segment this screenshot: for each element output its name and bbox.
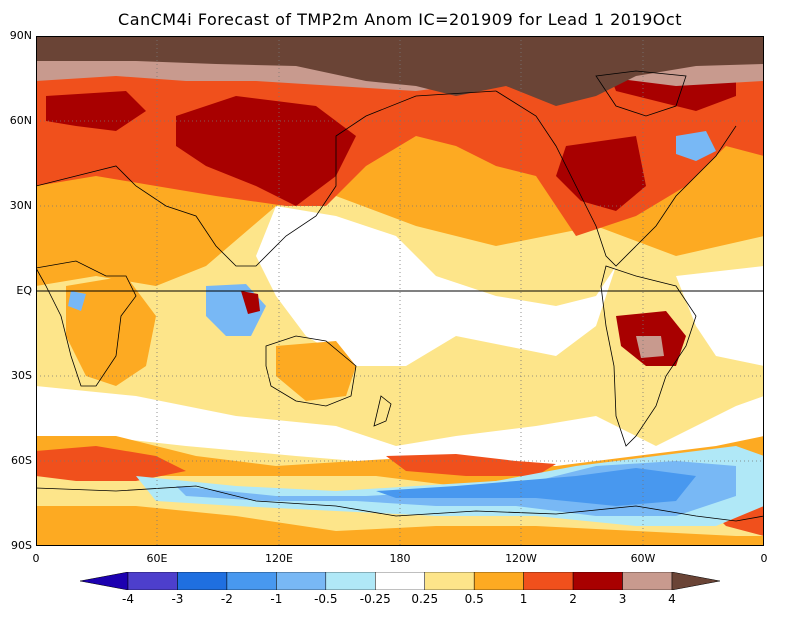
colorbar-label: -4 bbox=[122, 592, 134, 606]
arctic-brown bbox=[36, 36, 764, 106]
antarctic-deep-blue bbox=[376, 468, 696, 506]
colorbar-high-arrow bbox=[671, 572, 720, 590]
colorbar-label: -1 bbox=[270, 592, 283, 606]
colorbar-label: 0.25 bbox=[411, 592, 439, 606]
lat-label-60n: 60N bbox=[9, 114, 32, 127]
colorbar-label: 3 bbox=[618, 592, 627, 606]
south-pole-white bbox=[36, 506, 764, 546]
colorbar-low-arrow bbox=[80, 572, 129, 590]
lon-label-0-right: 0 bbox=[760, 552, 768, 565]
africa-coast bbox=[36, 260, 137, 387]
lat-label-90n: 90N bbox=[9, 29, 32, 42]
sumatra-red bbox=[241, 291, 260, 314]
lon-label-180: 180 bbox=[389, 552, 411, 565]
anomaly-map bbox=[36, 36, 764, 546]
namerica-coast bbox=[495, 90, 737, 267]
chart-title: CanCM4i Forecast of TMP2m Anom IC=201909… bbox=[118, 10, 682, 29]
colorbar-label: 2 bbox=[569, 592, 577, 606]
colorbar-segment bbox=[325, 572, 376, 590]
colorbar-label: -2 bbox=[220, 592, 233, 606]
namerica-dark-red bbox=[556, 136, 646, 211]
antarctica-coast bbox=[36, 485, 764, 522]
colorbar bbox=[80, 572, 720, 590]
lat-label-90s: 90S bbox=[11, 539, 32, 552]
eurasia-coast bbox=[36, 90, 497, 267]
lon-label-0-left: 0 bbox=[32, 552, 40, 565]
colorbar-segment bbox=[622, 572, 673, 590]
lat-label-eq: EQ bbox=[16, 284, 32, 297]
colorbar-label: -0.25 bbox=[359, 592, 391, 606]
map-canvas bbox=[36, 36, 764, 546]
colorbar-segment bbox=[226, 572, 277, 590]
colorbar-label: 0.5 bbox=[464, 592, 484, 606]
colorbar-segment bbox=[127, 572, 178, 590]
colorbar-label: -0.5 bbox=[314, 592, 338, 606]
satlantic-blue bbox=[676, 131, 716, 161]
south-red-ring-central bbox=[386, 454, 556, 476]
colorbar-label: 4 bbox=[668, 592, 676, 606]
australia-orange bbox=[276, 341, 356, 401]
lat-label-30s: 30S bbox=[11, 369, 32, 382]
africa-blue bbox=[68, 291, 86, 311]
colorbar-segment bbox=[276, 572, 327, 590]
tropical-white-pacific bbox=[256, 206, 616, 366]
south-white-band bbox=[36, 386, 764, 476]
lon-label-120w: 120W bbox=[505, 552, 537, 565]
africa-orange bbox=[66, 276, 156, 386]
colorbar-segment bbox=[572, 572, 623, 590]
south-red-ring-west bbox=[36, 446, 186, 481]
lon-label-60e: 60E bbox=[146, 552, 168, 565]
nz-coast bbox=[373, 395, 392, 427]
colorbar-segment bbox=[177, 572, 228, 590]
colorbar-label: 1 bbox=[519, 592, 528, 606]
lon-label-120e: 120E bbox=[265, 552, 293, 565]
map-border bbox=[36, 36, 764, 546]
colorbar-label: -3 bbox=[171, 592, 184, 606]
lat-label-60s: 60S bbox=[11, 454, 32, 467]
greenland-coast bbox=[595, 70, 687, 117]
colorbar-segments bbox=[80, 572, 720, 590]
colorbar-segment bbox=[473, 572, 524, 590]
colorbar-segment bbox=[424, 572, 475, 590]
asia-dark-red bbox=[176, 96, 356, 206]
lat-label-30n: 30N bbox=[9, 199, 32, 212]
colorbar-segment bbox=[523, 572, 574, 590]
gridlines bbox=[36, 36, 764, 546]
colorbar-segment bbox=[375, 572, 425, 590]
lon-label-60w: 60W bbox=[630, 552, 656, 565]
